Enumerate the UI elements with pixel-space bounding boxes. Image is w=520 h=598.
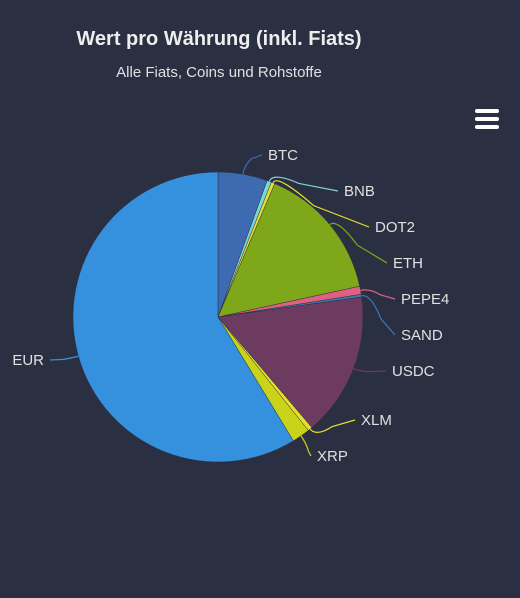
slice-label-xlm: XLM bbox=[361, 412, 392, 429]
slice-label-eth: ETH bbox=[393, 255, 423, 272]
hamburger-menu-icon bbox=[475, 109, 499, 129]
connector-sand bbox=[361, 295, 396, 336]
slice-label-usdc: USDC bbox=[392, 363, 435, 380]
connector-pepe4 bbox=[360, 289, 396, 300]
slice-label-bnb: BNB bbox=[344, 183, 375, 200]
connector-xlm bbox=[309, 419, 356, 433]
connector-usdc bbox=[353, 368, 387, 373]
connector-btc bbox=[242, 154, 263, 175]
slice-label-sand: SAND bbox=[401, 327, 443, 344]
chart-menu-button[interactable] bbox=[472, 106, 502, 132]
slice-label-xrp: XRP bbox=[317, 448, 348, 465]
connector-xrp bbox=[300, 435, 312, 457]
slice-label-btc: BTC bbox=[268, 147, 298, 164]
connector-eur bbox=[49, 355, 79, 361]
connector-eth bbox=[329, 222, 388, 264]
slice-label-dot2: DOT2 bbox=[375, 219, 415, 236]
chart-title: Wert pro Währung (inkl. Fiats) bbox=[76, 28, 362, 50]
slice-label-pepe4: PEPE4 bbox=[401, 291, 449, 308]
chart-subtitle: Alle Fiats, Coins und Rohstoffe bbox=[116, 64, 322, 81]
connector-bnb bbox=[268, 176, 339, 192]
pie-slice-usdc[interactable] bbox=[217, 296, 364, 428]
slice-label-eur: EUR bbox=[12, 352, 44, 369]
pie-slice-eur[interactable] bbox=[72, 171, 294, 463]
connector-dot2 bbox=[272, 180, 370, 228]
